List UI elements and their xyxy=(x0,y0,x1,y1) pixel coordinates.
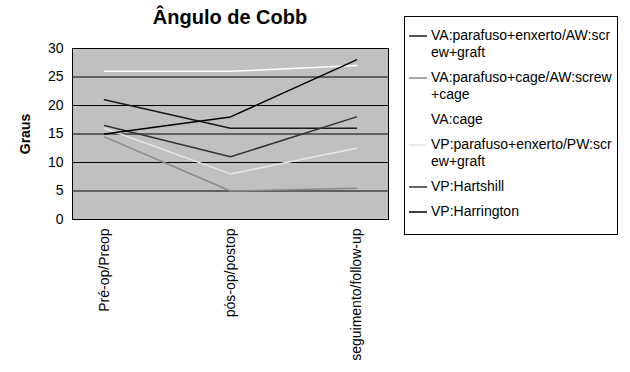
svg-text:5: 5 xyxy=(56,182,64,198)
svg-text:Graus: Graus xyxy=(17,114,33,155)
svg-text:Pré-op/Preop: Pré-op/Preop xyxy=(96,228,112,311)
html-text:VP:parafuso+enxerto/PW:screw+g: VP:parafuso+enxerto/PW:screw+graft xyxy=(431,136,612,169)
svg-text:25: 25 xyxy=(48,68,64,84)
html-text:VA:parafuso+cage/AW:screw+cage: VA:parafuso+cage/AW:screw+cage xyxy=(431,69,612,102)
html-text:VP:Harrington: VP:Harrington xyxy=(431,203,519,219)
html-text:VA:cage: VA:cage xyxy=(431,111,483,127)
svg-text:10: 10 xyxy=(48,154,64,170)
svg-text:0: 0 xyxy=(56,211,64,227)
svg-text:20: 20 xyxy=(48,97,64,113)
svg-text:pós-op/postop: pós-op/postop xyxy=(222,228,238,317)
svg-text:seguimento/follow-up: seguimento/follow-up xyxy=(348,228,364,361)
svg-text:30: 30 xyxy=(48,40,64,56)
html-text:VA:parafuso+enxerto/AW:screw+g: VA:parafuso+enxerto/AW:screw+graft xyxy=(431,27,611,60)
html-text:VP:Hartshill: VP:Hartshill xyxy=(431,178,505,194)
svg-text:15: 15 xyxy=(48,125,64,141)
html-text:Ângulo de Cobb: Ângulo de Cobb xyxy=(152,6,308,28)
